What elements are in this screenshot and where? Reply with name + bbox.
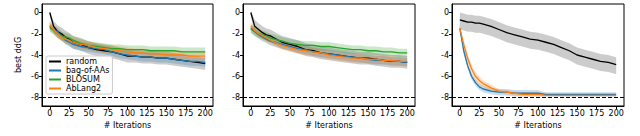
svg-text:bag-of-AAs: bag-of-AAs xyxy=(66,66,109,75)
svg-text:-8: -8 xyxy=(232,93,240,102)
svg-text:100: 100 xyxy=(120,109,135,118)
svg-text:200: 200 xyxy=(609,109,624,118)
svg-text:0: 0 xyxy=(457,109,462,118)
svg-text:125: 125 xyxy=(341,109,356,118)
svg-text:150: 150 xyxy=(159,109,174,118)
svg-text:# Iterations: # Iterations xyxy=(514,121,561,130)
svg-text:25: 25 xyxy=(64,109,74,118)
svg-text:AbLang2: AbLang2 xyxy=(66,84,101,93)
svg-text:175: 175 xyxy=(178,109,193,118)
svg-text:125: 125 xyxy=(139,109,154,118)
svg-text:0: 0 xyxy=(248,109,253,118)
svg-text:-8: -8 xyxy=(441,93,449,102)
svg-text:25: 25 xyxy=(265,109,275,118)
svg-text:50: 50 xyxy=(285,109,295,118)
svg-text:-2: -2 xyxy=(232,29,240,38)
svg-text:100: 100 xyxy=(321,109,336,118)
svg-text:175: 175 xyxy=(589,109,604,118)
svg-text:125: 125 xyxy=(550,109,565,118)
svg-text:-6: -6 xyxy=(232,72,240,81)
svg-text:# Iterations: # Iterations xyxy=(104,121,151,130)
svg-text:75: 75 xyxy=(513,109,523,118)
svg-text:0: 0 xyxy=(34,8,39,17)
svg-text:# Iterations: # Iterations xyxy=(305,121,352,130)
svg-text:50: 50 xyxy=(84,109,94,118)
svg-text:100: 100 xyxy=(530,109,545,118)
svg-text:-2: -2 xyxy=(441,29,449,38)
svg-text:0: 0 xyxy=(235,8,240,17)
svg-text:75: 75 xyxy=(304,109,314,118)
svg-text:best ddG: best ddG xyxy=(14,37,23,73)
svg-text:-4: -4 xyxy=(232,51,240,60)
svg-text:0: 0 xyxy=(47,109,52,118)
svg-text:175: 175 xyxy=(380,109,395,118)
svg-text:150: 150 xyxy=(360,109,375,118)
svg-text:150: 150 xyxy=(569,109,584,118)
svg-text:-8: -8 xyxy=(31,93,39,102)
svg-text:BLOSUM: BLOSUM xyxy=(66,75,100,84)
svg-text:50: 50 xyxy=(494,109,504,118)
svg-text:200: 200 xyxy=(198,109,213,118)
svg-text:75: 75 xyxy=(103,109,113,118)
svg-text:25: 25 xyxy=(474,109,484,118)
svg-text:-2: -2 xyxy=(31,29,39,38)
svg-text:-4: -4 xyxy=(441,51,449,60)
svg-text:random: random xyxy=(66,57,97,66)
svg-text:-6: -6 xyxy=(31,72,39,81)
svg-text:200: 200 xyxy=(400,109,415,118)
svg-text:-4: -4 xyxy=(31,51,39,60)
svg-text:-6: -6 xyxy=(441,72,449,81)
svg-text:0: 0 xyxy=(444,8,449,17)
